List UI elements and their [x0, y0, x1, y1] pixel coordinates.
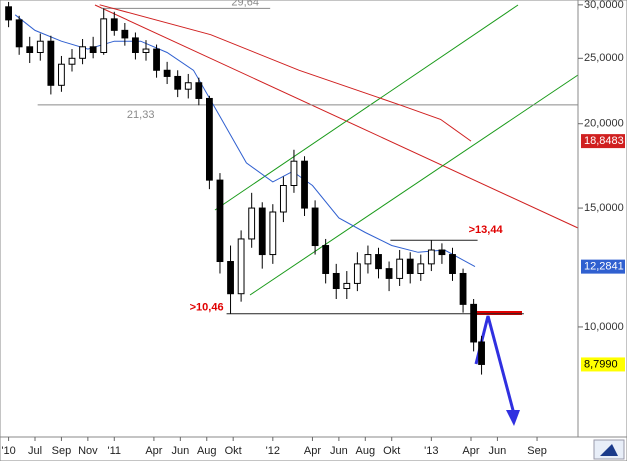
candle-body — [110, 18, 118, 31]
candle-body — [279, 184, 287, 213]
candle-body — [375, 254, 382, 270]
candle-body — [427, 249, 435, 265]
candle-body — [364, 254, 372, 265]
candle-body — [290, 160, 298, 186]
candle-body — [385, 268, 393, 279]
candle-body — [5, 6, 12, 21]
annotation: 29,64 — [231, 0, 259, 8]
candle-body — [47, 40, 55, 86]
x-tick-label: '13 — [424, 445, 438, 457]
candle-body — [100, 18, 108, 53]
candle-body — [438, 249, 446, 256]
candle-body — [332, 272, 340, 290]
candle-body — [184, 82, 192, 90]
x-tick-label: '11 — [108, 445, 122, 457]
x-tick-label: Okt — [383, 445, 400, 457]
x-tick-label: '10 — [1, 445, 15, 457]
moving-average — [14, 14, 476, 268]
candle-body — [311, 207, 319, 247]
plot-area — [0, 0, 579, 438]
x-tick-label: Nov — [78, 445, 98, 457]
x-tick-label: Apr — [145, 445, 162, 457]
candle-body — [248, 207, 256, 240]
candle-body — [237, 238, 245, 295]
value-box — [581, 134, 625, 149]
x-tick-label: Jun — [489, 445, 507, 457]
candle-body — [121, 29, 129, 39]
y-tick-label: 15,0000 — [584, 202, 624, 214]
drawings — [14, 4, 579, 426]
x-axis — [0, 436, 627, 461]
candle-body — [478, 341, 485, 365]
y-axis — [577, 0, 627, 438]
candle-body — [36, 40, 44, 53]
candle-body — [89, 46, 97, 53]
x-tick-label: Jun — [171, 445, 189, 457]
candle-body — [79, 46, 86, 59]
x-tick-label: Sep — [52, 445, 72, 457]
candle-body — [142, 48, 150, 53]
annotation: 21,33 — [127, 109, 155, 121]
candle-body — [26, 46, 34, 53]
y-tick-label: 10,0000 — [584, 321, 624, 333]
settings-icon[interactable] — [593, 439, 625, 460]
trend-line — [94, 4, 579, 229]
x-tick-label: Jun — [330, 445, 348, 457]
channel-line — [214, 4, 519, 211]
x-tick-label: Sep — [527, 445, 547, 457]
value-label: 18,8483 — [584, 135, 624, 147]
candle-body — [417, 263, 425, 274]
candle-body — [205, 97, 213, 181]
moving-average — [99, 4, 472, 142]
x-tick-label: Aug — [356, 445, 376, 457]
candle-body — [132, 37, 139, 53]
candle-body — [322, 245, 330, 274]
x-tick-label: Okt — [225, 445, 242, 457]
value-box — [581, 357, 625, 372]
y-tick-label: 30,0000 — [584, 0, 624, 11]
candle-body — [269, 211, 277, 256]
y-tick-label: 25,0000 — [584, 52, 624, 64]
x-tick-label: Apr — [304, 445, 321, 457]
icon[interactable] — [600, 444, 618, 456]
value-label: 8,7990 — [584, 358, 618, 370]
candle-body — [449, 254, 456, 274]
candle-body — [396, 258, 404, 279]
value-label: 12,2841 — [584, 261, 624, 273]
candle-body — [153, 48, 160, 71]
candle-body — [353, 263, 361, 284]
candle-body — [406, 258, 414, 274]
candle-body — [195, 82, 203, 99]
candle-body — [163, 69, 171, 77]
candle-body — [258, 207, 266, 256]
y-tick-label: 20,0000 — [584, 118, 624, 130]
candle-body — [68, 57, 76, 65]
x-tick-label: Apr — [462, 445, 479, 457]
channel-line — [249, 74, 579, 296]
candle-body — [227, 261, 234, 295]
candle-body — [58, 63, 65, 86]
x-tick-label: Jul — [28, 445, 42, 457]
x-tick-label: '12 — [266, 445, 280, 457]
candle-body — [301, 160, 308, 209]
candle-body — [15, 19, 23, 48]
value-box — [581, 259, 625, 274]
candle-body — [459, 272, 467, 305]
arrow-head — [506, 410, 520, 426]
candle-body — [343, 282, 351, 290]
x-tick-label: Aug — [197, 445, 217, 457]
candle-body — [216, 179, 224, 263]
candle-body — [174, 75, 182, 90]
candle-body — [470, 303, 478, 343]
annotation: >10,46 — [190, 302, 224, 314]
annotation: >13,44 — [469, 224, 504, 236]
